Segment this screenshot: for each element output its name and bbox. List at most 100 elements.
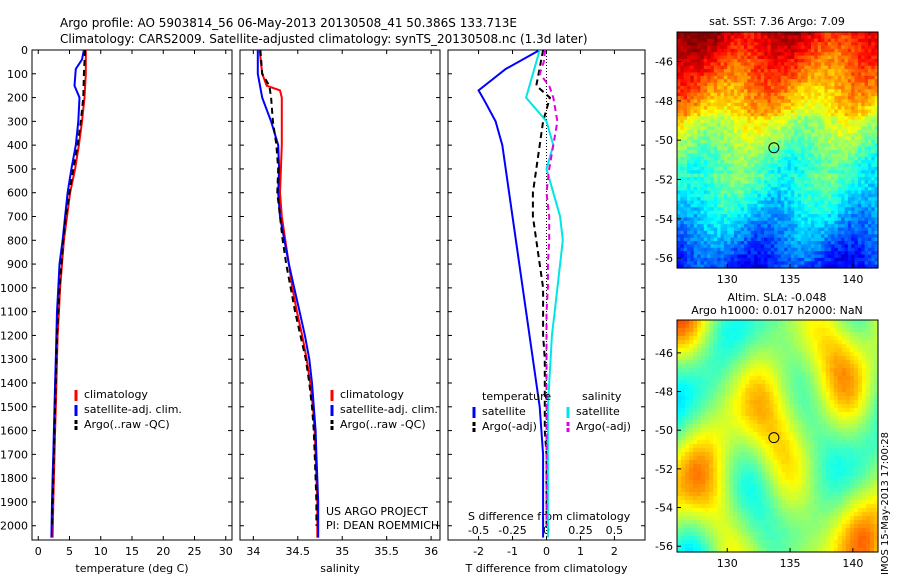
- heatmap-cell: [713, 153, 718, 158]
- heatmap-cell: [800, 69, 805, 74]
- heatmap-cell: [800, 217, 805, 222]
- heatmap-cell: [707, 241, 712, 245]
- heatmap-cell: [737, 139, 742, 144]
- heatmap-cell: [777, 320, 783, 325]
- heatmap-cell: [794, 55, 799, 60]
- heatmap-cell: [737, 241, 742, 245]
- heatmap-cell: [834, 129, 839, 134]
- heatmap-cell: [730, 69, 735, 74]
- heatmap-cell: [717, 197, 722, 202]
- heatmap-cell: [821, 348, 827, 353]
- series-line-climatology: [51, 50, 87, 538]
- heatmap-cell: [790, 187, 795, 192]
- heatmap-cell: [797, 170, 802, 175]
- heatmap-cell: [713, 89, 718, 94]
- heatmap-cell: [747, 109, 752, 114]
- heatmap-cell: [703, 112, 708, 117]
- heatmap-cell: [733, 89, 738, 94]
- heatmap-cell: [710, 136, 715, 141]
- heatmap-cell: [703, 143, 708, 148]
- heatmap-cell: [817, 136, 822, 141]
- heatmap-cell: [807, 220, 812, 225]
- heatmap-cell: [737, 257, 742, 262]
- heatmap-cell: [737, 187, 742, 192]
- heatmap-cell: [754, 143, 758, 148]
- heatmap-cell: [841, 203, 846, 208]
- heatmap-cell: [723, 220, 728, 225]
- heatmap-cell: [717, 237, 722, 242]
- heatmap-cell: [717, 96, 722, 101]
- heatmap-cell: [854, 112, 859, 117]
- heatmap-cell: [744, 156, 748, 161]
- heatmap-cell: [730, 123, 735, 127]
- heatmap-cell: [747, 160, 752, 165]
- heatmap-cell: [777, 133, 782, 138]
- heatmap-cell: [707, 214, 712, 219]
- heatmap-cell: [717, 356, 722, 361]
- heatmap-cell: [754, 173, 758, 178]
- heatmap-cell: [857, 45, 862, 50]
- heatmap-cell: [774, 160, 779, 165]
- heatmap-cell: [677, 217, 681, 222]
- heatmap-cell: [797, 173, 802, 178]
- heatmap-cell: [773, 348, 779, 353]
- heatmap-cell: [874, 48, 879, 53]
- heatmap-cell: [807, 82, 812, 87]
- heatmap-cell: [811, 187, 815, 192]
- heatmap-cell: [677, 136, 681, 141]
- heatmap-cell: [814, 193, 819, 198]
- heatmap-cell: [800, 82, 805, 87]
- heatmap-cell: [817, 82, 822, 87]
- heatmap-cell: [784, 234, 789, 239]
- heatmap-cell: [740, 200, 745, 205]
- heatmap-cell: [847, 234, 852, 239]
- heatmap-cell: [730, 79, 735, 84]
- heatmap-cell: [733, 230, 738, 235]
- heatmap-cell: [741, 352, 746, 357]
- heatmap-cell: [770, 210, 775, 215]
- heatmap-cell: [824, 119, 829, 124]
- heatmap-cell: [780, 32, 785, 36]
- heatmap-cell: [797, 58, 802, 63]
- heatmap-cell: [744, 112, 748, 117]
- heatmap-cell: [720, 173, 725, 178]
- heatmap-cell: [723, 123, 728, 127]
- heatmap-cell: [727, 180, 732, 185]
- heatmap-cell: [809, 352, 815, 357]
- heatmap-cell: [774, 89, 779, 94]
- heatmap-cell: [730, 261, 735, 266]
- heatmap-cell: [845, 320, 851, 325]
- heatmap-cell: [867, 72, 872, 77]
- heatmap-cell: [827, 85, 832, 90]
- heatmap-cell: [794, 187, 799, 192]
- heatmap-cell: [690, 82, 695, 87]
- heatmap-cell: [861, 123, 866, 127]
- heatmap-cell: [847, 38, 852, 43]
- heatmap-cell: [844, 133, 849, 138]
- heatmap-cell: [777, 42, 782, 47]
- heatmap-cell: [717, 143, 722, 148]
- heatmap-cell: [821, 136, 825, 141]
- heatmap-cell: [854, 241, 859, 245]
- heatmap-cell: [733, 72, 738, 77]
- heatmap-cell: [705, 344, 710, 349]
- heatmap-cell: [827, 52, 832, 57]
- heatmap-cell: [777, 207, 782, 212]
- heatmap-cell: [821, 193, 825, 198]
- heatmap-cell: [693, 244, 698, 249]
- heatmap-cell: [817, 79, 822, 84]
- heatmap-cell: [857, 320, 863, 325]
- heatmap-cell: [730, 183, 735, 188]
- heatmap-cell: [869, 348, 875, 353]
- heatmap-cell: [871, 32, 876, 36]
- heatmap-cell: [841, 32, 846, 36]
- heatmap-cell: [703, 187, 708, 192]
- heatmap-cell: [690, 69, 695, 74]
- heatmap-cell: [774, 58, 779, 63]
- heatmap-cell: [703, 220, 708, 225]
- heatmap-cell: [764, 129, 769, 134]
- heatmap-cell: [754, 237, 758, 242]
- heatmap-cell: [807, 96, 812, 101]
- heatmap-cell: [713, 55, 718, 60]
- heatmap-cell: [680, 187, 685, 192]
